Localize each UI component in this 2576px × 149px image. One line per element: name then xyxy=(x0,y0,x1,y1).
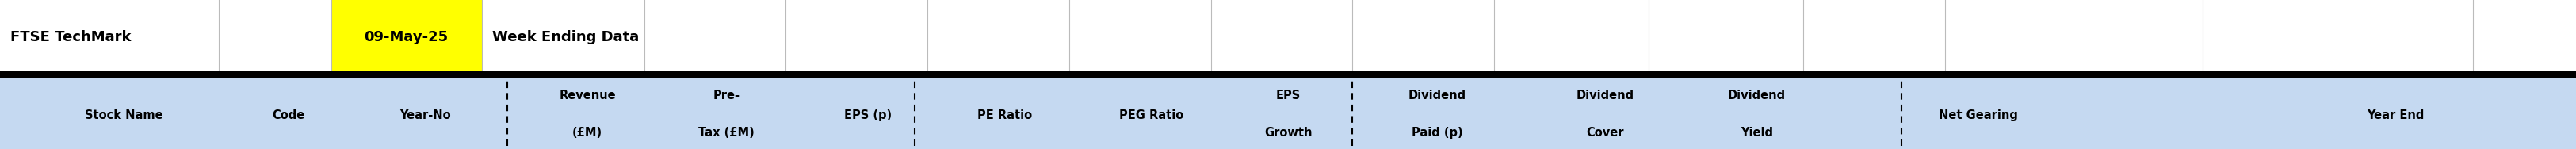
Text: PEG Ratio: PEG Ratio xyxy=(1118,110,1185,121)
Text: Dividend: Dividend xyxy=(1728,89,1785,101)
Text: Week Ending Data: Week Ending Data xyxy=(492,30,639,44)
Text: (£M): (£M) xyxy=(572,127,603,139)
Text: Year End: Year End xyxy=(2367,110,2424,121)
Bar xyxy=(0,74,2576,149)
Bar xyxy=(0,0,2576,74)
Text: Revenue: Revenue xyxy=(559,89,616,101)
Text: Growth: Growth xyxy=(1265,127,1311,139)
Text: EPS: EPS xyxy=(1275,89,1301,101)
Text: Cover: Cover xyxy=(1587,127,1623,139)
Text: Net Gearing: Net Gearing xyxy=(1940,110,2017,121)
Text: 09-May-25: 09-May-25 xyxy=(363,30,448,44)
Text: Pre-: Pre- xyxy=(714,89,739,101)
Text: Dividend: Dividend xyxy=(1409,89,1466,101)
Text: Code: Code xyxy=(273,110,304,121)
Text: Year-No: Year-No xyxy=(399,110,451,121)
Text: Paid (p): Paid (p) xyxy=(1412,127,1463,139)
Text: PE Ratio: PE Ratio xyxy=(976,110,1033,121)
Text: EPS (p): EPS (p) xyxy=(845,110,891,121)
Text: FTSE TechMark: FTSE TechMark xyxy=(10,30,131,44)
Text: Yield: Yield xyxy=(1741,127,1772,139)
Text: Stock Name: Stock Name xyxy=(85,110,162,121)
Text: Dividend: Dividend xyxy=(1577,89,1633,101)
Text: Tax (£M): Tax (£M) xyxy=(698,127,755,139)
Bar xyxy=(330,0,482,74)
